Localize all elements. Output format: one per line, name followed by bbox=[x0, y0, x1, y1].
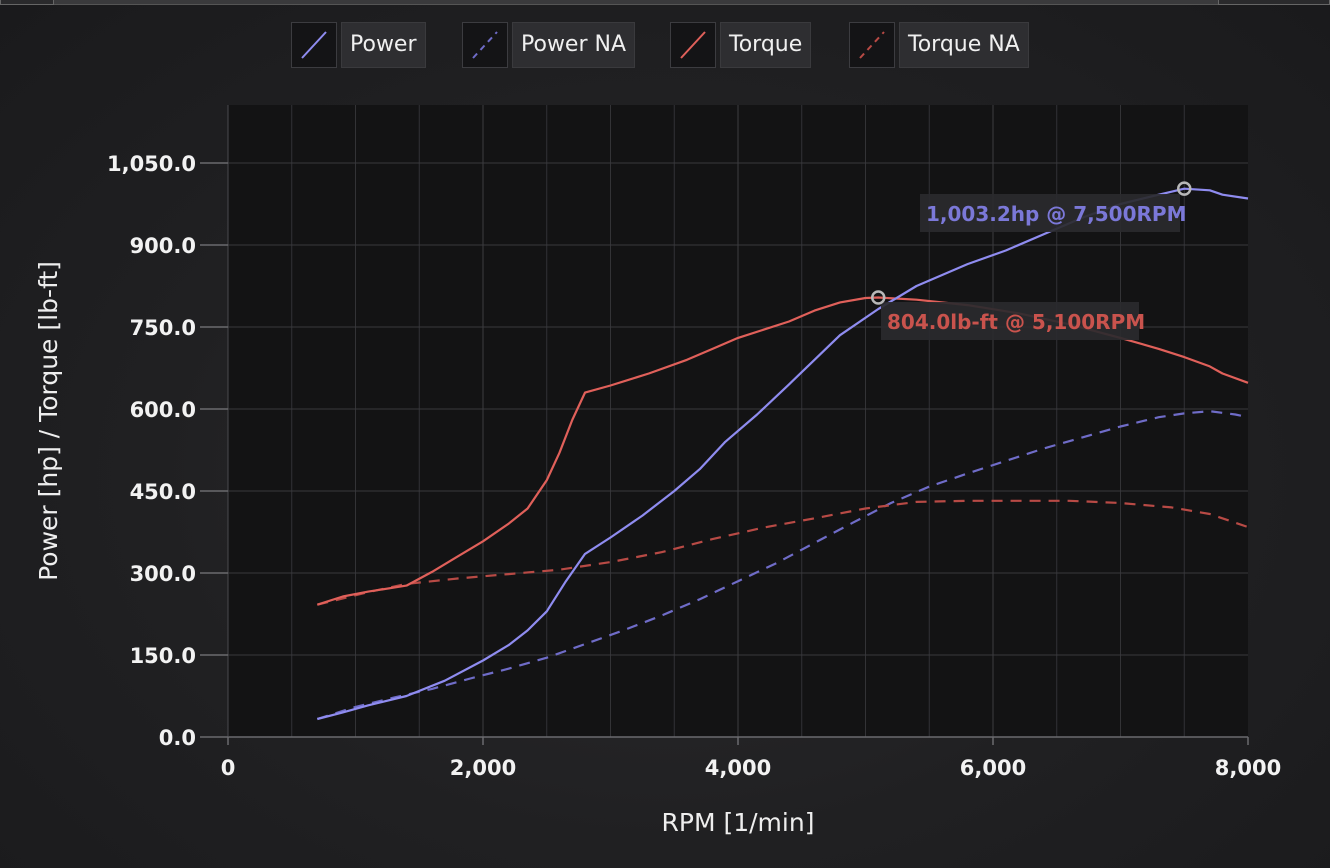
torque-na-dashed-line-icon bbox=[849, 22, 895, 68]
series-line-power-na bbox=[316, 410, 1249, 721]
axes: 0.0 150.0 300.0 450.0 600.0 750.0 900.0 1,050.0… bbox=[107, 105, 1281, 780]
power-na-dashed-line-icon bbox=[462, 22, 508, 68]
annotation-marker bbox=[1177, 181, 1192, 196]
series-line-torque-na bbox=[317, 499, 1249, 606]
annotation-label: 1,003.2hp @ 7,500RPM bbox=[926, 202, 1186, 226]
annotation-box bbox=[920, 194, 1180, 232]
legend-item-power-na[interactable]: Power NA bbox=[462, 22, 636, 68]
y-tick-label: 750.0 bbox=[130, 316, 196, 340]
title-bar-left-button[interactable] bbox=[0, 0, 54, 5]
annotations: 1,003.2hp @ 7,500RPM 804.0lb-ft @ 5,100RP… bbox=[871, 181, 1192, 340]
x-tick-label: 4,000 bbox=[705, 756, 771, 780]
torque-line-icon bbox=[670, 22, 716, 68]
y-tick-label: 300.0 bbox=[130, 562, 196, 586]
y-tick-label: 150.0 bbox=[130, 644, 196, 668]
legend-item-torque-na[interactable]: Torque NA bbox=[849, 22, 1029, 68]
annotation-box bbox=[881, 302, 1139, 340]
y-tick-label: 0.0 bbox=[159, 726, 196, 750]
legend-item-power[interactable]: Power bbox=[291, 22, 426, 68]
x-tick-label: 6,000 bbox=[960, 756, 1026, 780]
power-line-icon bbox=[291, 22, 337, 68]
legend-label-torque: Torque bbox=[720, 22, 812, 68]
x-tick-label: 8,000 bbox=[1215, 756, 1281, 780]
y-tick-label: 1,050.0 bbox=[107, 152, 196, 176]
y-tick-label: 600.0 bbox=[130, 398, 196, 422]
annotation-label: 804.0lb-ft @ 5,100RPM bbox=[887, 310, 1145, 334]
x-tick-label: 0 bbox=[221, 756, 236, 780]
legend-label-power: Power bbox=[341, 22, 426, 68]
x-axis-label: RPM [1/min] bbox=[662, 808, 815, 837]
x-tick-label: 2,000 bbox=[450, 756, 516, 780]
annotation-marker bbox=[871, 290, 886, 305]
legend-item-torque[interactable]: Torque bbox=[670, 22, 812, 68]
legend-label-power-na: Power NA bbox=[512, 22, 636, 68]
grid bbox=[228, 105, 1248, 737]
y-axis-label: Power [hp] / Torque [lb-ft] bbox=[34, 261, 63, 581]
y-tick-label: 900.0 bbox=[130, 234, 196, 258]
legend: Power Power NA Torque Torque NA bbox=[0, 22, 1330, 70]
y-tick-label: 450.0 bbox=[130, 480, 196, 504]
legend-label-torque-na: Torque NA bbox=[899, 22, 1029, 68]
